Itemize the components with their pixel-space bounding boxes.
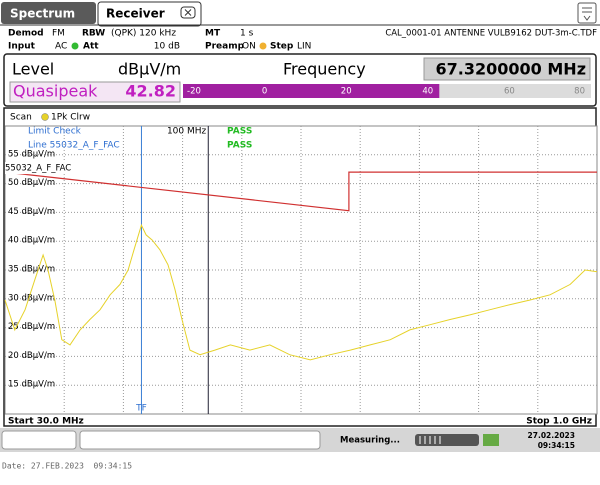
meter-tick-label: 0: [262, 87, 267, 97]
y-tick-label: 45 dBµV/m: [8, 207, 55, 217]
setting-label: Att: [83, 42, 99, 52]
setting-value: (QPK) 120 kHz: [111, 29, 176, 39]
frequency-line-label: 100 MHz: [167, 127, 207, 137]
setting-value: AC: [55, 42, 67, 52]
progress-segments: [419, 436, 441, 444]
limit-result: PASS: [227, 141, 252, 151]
level-value: 42.82: [125, 82, 176, 101]
status-state: Measuring...: [340, 436, 400, 446]
trace: [4, 223, 598, 361]
setting-value: 1 s: [240, 29, 254, 39]
level-label: Level: [12, 60, 54, 79]
frequency-value: 67.3200000 MHz: [436, 60, 586, 79]
status-dot: [259, 42, 267, 50]
status-dot: [71, 42, 79, 50]
setting-label: RBW: [82, 29, 105, 39]
setting-value: 10 dB: [154, 42, 180, 52]
limit-check: Limit Check: [28, 127, 82, 137]
tf-label: TF: [135, 404, 147, 414]
receiver-tab[interactable]: [97, 1, 202, 27]
frequency-label: Frequency: [283, 60, 366, 79]
setting-value: LIN: [297, 42, 311, 52]
y-tick-label: 25 dBµV/m: [8, 322, 55, 332]
setting-label: Step: [270, 42, 294, 52]
scan-label: Scan: [10, 113, 32, 123]
setting-label: Preamp: [205, 42, 245, 52]
footer: Date: 27.FEB.2023 09:34:15: [2, 462, 132, 471]
y-tick-label: 55 dBµV/m: [8, 149, 55, 159]
frequency-box: [423, 57, 591, 81]
meter-tick-label: 20: [341, 87, 352, 97]
tab-label[interactable]: Spectrum: [10, 7, 75, 21]
meter-fill: [183, 84, 440, 98]
meter-tick-label: 60: [504, 87, 515, 97]
setting-value: ON: [242, 42, 256, 52]
y-tick-label: 40 dBµV/m: [8, 236, 55, 246]
setting-label: MT: [205, 29, 221, 39]
detector-box: [9, 81, 181, 103]
limit-line-name: Line 55032_A_F_FAC: [28, 141, 120, 151]
level-unit: dBµV/m: [118, 60, 181, 79]
trace-dot: [41, 113, 49, 121]
limit-line-label: 55032_A_F_FAC: [5, 164, 71, 174]
setting-label: Input: [8, 42, 36, 52]
close-x: [184, 9, 192, 16]
status-date: 27.02.2023: [528, 431, 575, 440]
detector: Quasipeak: [13, 82, 98, 101]
y-tick-label: 15 dBµV/m: [8, 380, 55, 390]
start-frequency: Start 30.0 MHz: [8, 417, 84, 427]
setting-label: Demod: [8, 29, 44, 39]
meter-tick-label: -20: [187, 87, 201, 97]
limit-line: [4, 171, 597, 212]
meter-tick-label: 40: [422, 87, 433, 97]
limit-result: PASS: [227, 127, 252, 137]
transducer: CAL_0001-01 ANTENNE VULB9162 DUT-3m-C.TD…: [385, 29, 597, 39]
lxi-icon: [483, 434, 499, 446]
y-tick-label: 35 dBµV/m: [8, 265, 55, 275]
y-tick-label: 20 dBµV/m: [8, 351, 55, 361]
menu-glyph: [582, 7, 592, 21]
input-box[interactable]: [1, 430, 77, 450]
spectrum-tab[interactable]: [1, 2, 96, 24]
limit-label-bg: [5, 162, 81, 175]
setting-value: FM: [52, 29, 65, 39]
y-tick-label: 30 dBµV/m: [8, 293, 55, 303]
meter-tick-label: 80: [574, 87, 585, 97]
trace-label: 1Pk Clrw: [51, 113, 90, 123]
tab-label[interactable]: Receiver: [106, 7, 165, 21]
status-time: 09:34:15: [538, 441, 575, 450]
y-tick-label: 50 dBµV/m: [8, 178, 55, 188]
stop-frequency: Stop 1.0 GHz: [526, 417, 592, 427]
input-box[interactable]: [79, 430, 321, 450]
